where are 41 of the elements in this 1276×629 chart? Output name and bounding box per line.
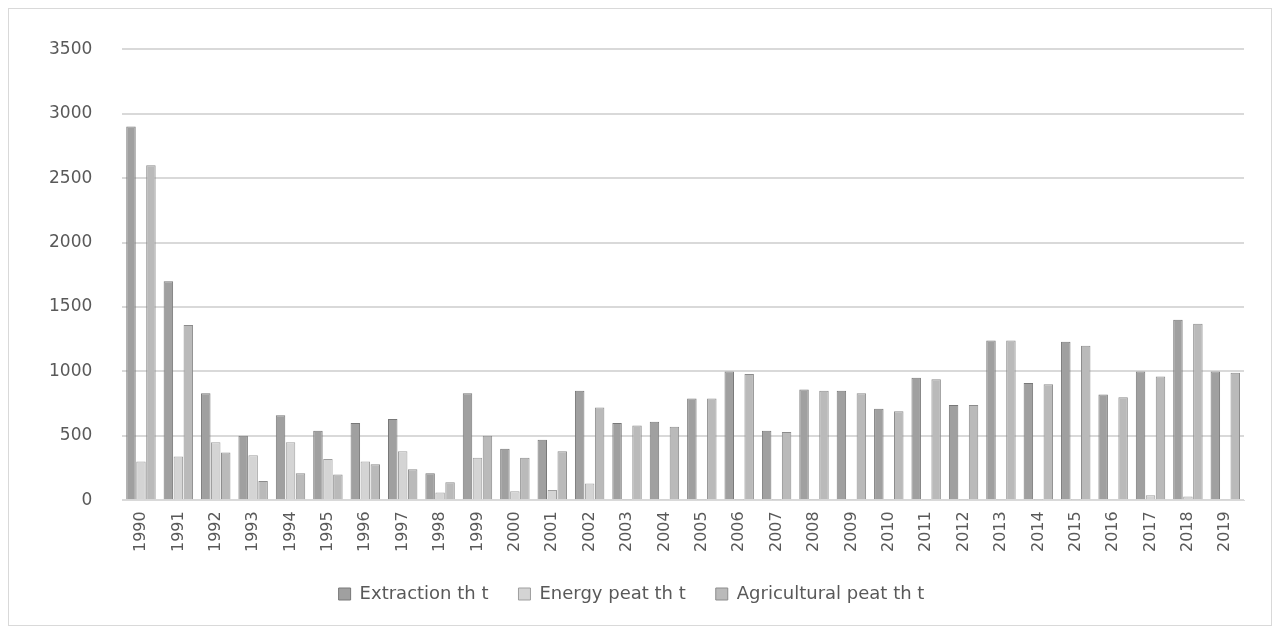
x-tick-label: 1999 bbox=[466, 511, 486, 552]
x-tick-label: 2013 bbox=[990, 511, 1010, 552]
x-tick-label: 2004 bbox=[653, 511, 673, 552]
y-tick-label: 3500 bbox=[49, 37, 93, 58]
y-tick-label: 2500 bbox=[49, 166, 93, 187]
x-tick-label: 2006 bbox=[728, 511, 748, 552]
legend-label: Extraction th t bbox=[359, 581, 489, 603]
x-tick-label: 2017 bbox=[1139, 511, 1159, 552]
x-tick-label: 1997 bbox=[391, 511, 411, 552]
y-tick-label: 2000 bbox=[49, 230, 93, 251]
x-tick-label: 2000 bbox=[504, 511, 524, 552]
y-tick-label: 0 bbox=[81, 488, 93, 509]
y-tick-label: 1500 bbox=[49, 295, 93, 316]
x-tick-label: 2019 bbox=[1214, 511, 1234, 552]
x-tick-label: 2001 bbox=[541, 511, 561, 552]
legend-label: Agricultural peat th t bbox=[736, 581, 925, 603]
x-tick-label: 2009 bbox=[840, 511, 860, 552]
x-tick-label: 2002 bbox=[578, 511, 598, 552]
y-tick-label: 500 bbox=[59, 424, 93, 445]
y-tick-label: 1000 bbox=[49, 359, 93, 380]
x-tick-label: 2018 bbox=[1177, 511, 1197, 552]
x-tick-label: 2007 bbox=[765, 511, 785, 552]
x-tick-label: 1998 bbox=[429, 511, 449, 552]
y-tick-label: 3000 bbox=[49, 102, 93, 123]
x-tick-label: 2005 bbox=[690, 511, 710, 552]
x-tick-label: 2016 bbox=[1102, 511, 1122, 552]
x-tick-label: 1991 bbox=[167, 511, 187, 552]
x-tick-label: 2011 bbox=[915, 511, 935, 552]
x-tick-label: 2008 bbox=[803, 511, 823, 552]
x-tick-label: 2010 bbox=[877, 511, 897, 552]
x-tick-label: 2015 bbox=[1064, 511, 1084, 552]
x-tick-label: 1992 bbox=[204, 511, 224, 552]
x-tick-label: 2014 bbox=[1027, 511, 1047, 552]
x-tick-label: 1996 bbox=[354, 511, 374, 552]
x-tick-label: 2003 bbox=[616, 511, 636, 552]
x-tick-label: 1994 bbox=[279, 511, 299, 552]
legend-label: Energy peat th t bbox=[539, 581, 686, 603]
x-tick-label: 2012 bbox=[952, 511, 972, 552]
x-tick-label: 1993 bbox=[242, 511, 262, 552]
x-tick-label: 1990 bbox=[130, 511, 150, 552]
x-tick-label: 1995 bbox=[317, 511, 337, 552]
